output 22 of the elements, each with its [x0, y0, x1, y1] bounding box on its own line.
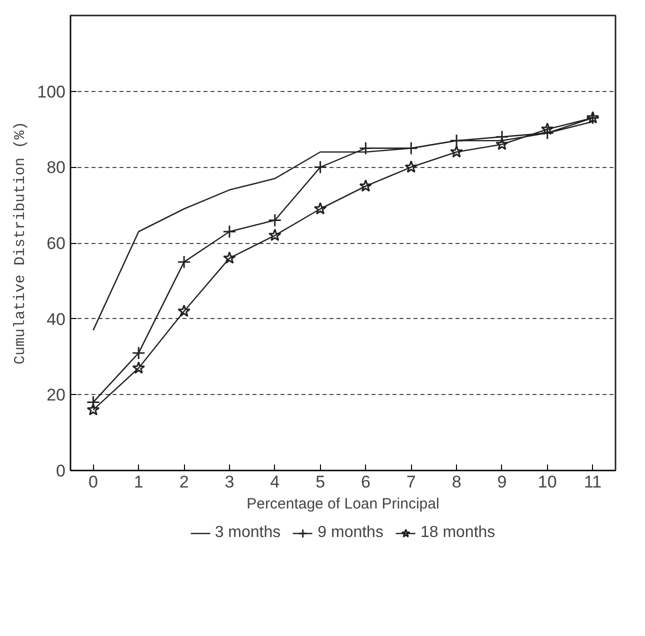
x-tick-label: 9	[497, 472, 507, 492]
y-tick-label: 80	[46, 158, 66, 178]
x-tick-label: 4	[270, 472, 280, 492]
x-tick-label: 8	[452, 472, 462, 492]
x-tick-label: 2	[179, 472, 189, 492]
x-tick-label: 1	[134, 472, 144, 492]
legend-label: 3 months	[214, 524, 281, 542]
x-tick-label: 5	[316, 472, 326, 492]
y-axis-title: Cumulative Distribution (%)	[12, 121, 30, 365]
x-tick-label: 0	[88, 472, 98, 492]
legend-label: 18 months	[420, 524, 496, 542]
y-tick-label: 100	[37, 82, 66, 102]
x-tick-label: 6	[360, 472, 370, 492]
y-tick-label: 40	[46, 310, 66, 329]
x-tick-label: 11	[584, 472, 602, 492]
x-tick-label: 10	[538, 472, 557, 492]
x-axis-title: Percentage of Loan Principal	[246, 496, 440, 512]
y-tick-label: 60	[46, 234, 66, 253]
x-tick-label: 7	[406, 472, 416, 492]
legend-label: 9 months	[318, 524, 384, 542]
x-tick-label: 3	[224, 472, 234, 492]
y-tick-label: 20	[46, 386, 66, 405]
